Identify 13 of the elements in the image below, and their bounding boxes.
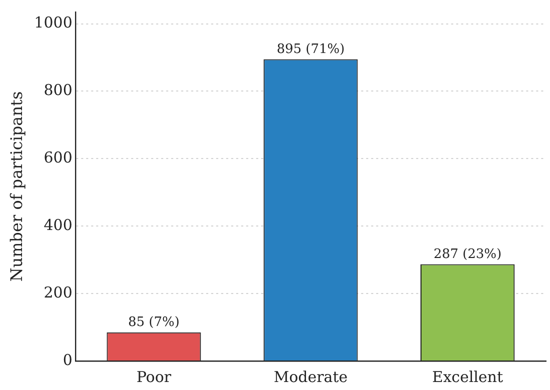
data-label: 85 (7%) <box>128 315 180 330</box>
x-tick-label: Moderate <box>274 368 348 386</box>
data-label: 895 (71%) <box>276 42 345 58</box>
x-tick-label: Excellent <box>432 368 503 386</box>
x-tick-label: Poor <box>136 368 172 386</box>
data-label: 287 (23%) <box>434 247 502 262</box>
y-tick-label: 1000 <box>34 14 72 32</box>
y-tick-label: 200 <box>44 283 72 302</box>
y-axis-title: Number of participants <box>6 91 26 282</box>
y-tick-label: 600 <box>44 148 72 167</box>
y-tick-label: 800 <box>44 81 72 100</box>
y-tick-label: 400 <box>44 216 72 234</box>
y-tick-label: 0 <box>62 350 72 369</box>
